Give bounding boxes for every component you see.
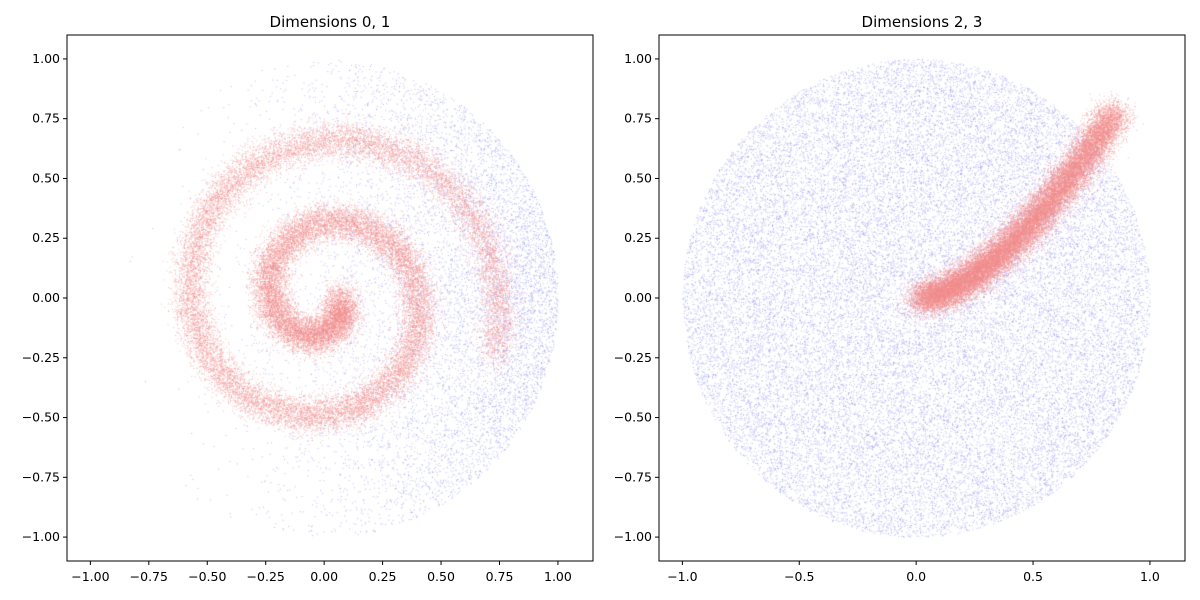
- x-tick-label: −0.50: [188, 569, 226, 584]
- x-tick-label: −1.00: [71, 569, 109, 584]
- scatter-points-dims-2-3: [659, 35, 1185, 561]
- y-tick-label: 0.00: [624, 290, 652, 305]
- x-tick-label: 1.00: [544, 569, 572, 584]
- y-tick-label: −0.25: [22, 350, 60, 365]
- y-tick-label: 1.00: [32, 51, 60, 66]
- y-tick-label: 0.25: [624, 230, 652, 245]
- y-tick-label: 0.75: [32, 111, 60, 126]
- y-tick-label: 0.25: [32, 230, 60, 245]
- y-tick-label: 0.50: [32, 170, 60, 185]
- x-tick-label: 0.5: [1023, 569, 1043, 584]
- y-tick-label: −1.00: [614, 529, 652, 544]
- y-tick-label: 0.50: [624, 170, 652, 185]
- ticks-dims-2-3: −1.0 −0.5 0.0 0.5 1.0 1.00 0.75 0.50 0.25 0.00 −0.…: [614, 51, 1160, 584]
- x-tick-label: −0.5: [784, 569, 814, 584]
- x-tick-label: 0.0: [906, 569, 926, 584]
- plot-dims-2-3: Dimensions 2, 3 −1.0 −0.5 0.0 0.5 1.0 1.00 0.7…: [614, 13, 1186, 584]
- x-tick-label: 1.0: [1140, 569, 1160, 584]
- ticks-dims-0-1: −1.00 −0.75 −0.50 −0.25 0.00 0.25 0.50 0.75 1.00…: [22, 51, 572, 584]
- y-tick-label: 0.00: [32, 290, 60, 305]
- x-tick-label: −0.75: [130, 569, 168, 584]
- y-tick-label: −0.75: [614, 469, 652, 484]
- y-tick-label: 1.00: [624, 51, 652, 66]
- y-tick-label: −0.25: [614, 350, 652, 365]
- y-tick-label: −0.50: [614, 410, 652, 425]
- scatter-points-dims-0-1: [67, 35, 593, 561]
- y-tick-label: 0.75: [624, 111, 652, 126]
- y-tick-label: −0.50: [22, 410, 60, 425]
- scatter-canvas-0: [67, 35, 593, 561]
- title-dims-2-3: Dimensions 2, 3: [862, 13, 983, 31]
- x-tick-label: 0.50: [427, 569, 455, 584]
- x-tick-label: 0.00: [310, 569, 338, 584]
- plot-dims-0-1: Dimensions 0, 1 −1.00 −0.75 −0.50 −0.25 0.00…: [22, 13, 594, 584]
- title-dims-0-1: Dimensions 0, 1: [270, 13, 391, 31]
- x-tick-label: 0.25: [369, 569, 397, 584]
- scatter-canvas-1: [659, 35, 1185, 561]
- x-tick-label: −0.25: [247, 569, 285, 584]
- x-tick-label: −1.0: [667, 569, 697, 584]
- x-tick-label: 0.75: [486, 569, 514, 584]
- y-tick-label: −0.75: [22, 469, 60, 484]
- y-tick-label: −1.00: [22, 529, 60, 544]
